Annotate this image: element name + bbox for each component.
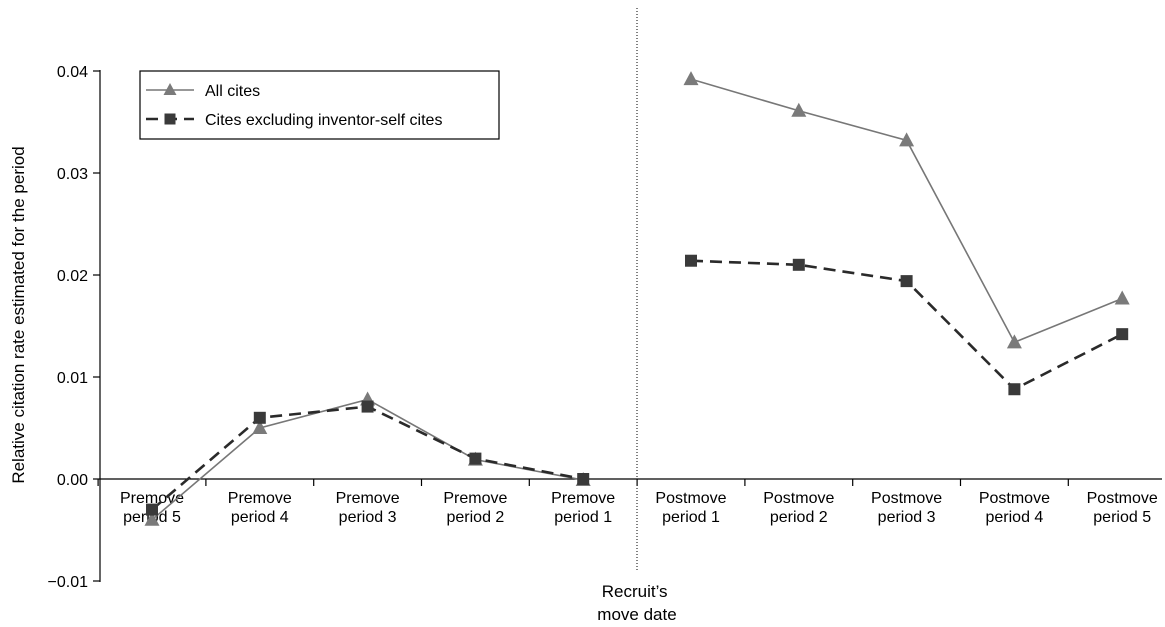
data-point — [792, 258, 805, 271]
x-tick-label-line: Postmove — [655, 490, 726, 507]
y-axis-label: Relative citation rate estimated for the… — [9, 146, 28, 483]
legend: All cites Cites excluding inventor-self … — [139, 70, 500, 140]
data-point — [253, 411, 266, 424]
x-tick-label-line: Premove — [551, 490, 615, 507]
data-point — [577, 473, 590, 485]
data-point — [1008, 383, 1021, 396]
y-tick-label: 0.01 — [57, 370, 88, 387]
data-point — [252, 420, 268, 434]
x-tick-label: Postmove period 1 — [655, 490, 726, 526]
data-point — [144, 511, 160, 526]
x-axis: Premove period 5 Premove period 4 Premove per… — [97, 478, 1162, 526]
data-point — [899, 132, 915, 147]
x-tick-label: Postmove period 5 — [1087, 490, 1158, 526]
data-point — [1006, 334, 1022, 349]
x-tick-label-line: Postmove — [871, 490, 942, 507]
x-tick-label: Postmove period 4 — [979, 490, 1050, 526]
series-layer — [144, 71, 1130, 526]
x-ticks: Premove period 5 Premove period 4 Premove per… — [97, 479, 1158, 526]
x-tick-label-line: period 4 — [231, 509, 289, 526]
legend-marker-excl-self-cites — [164, 113, 176, 125]
x-tick-label-line: period 4 — [985, 509, 1043, 526]
y-tick-label: 0.02 — [57, 268, 88, 285]
move-date-label: Recruit’s move date — [597, 582, 676, 624]
series-line — [690, 78, 1123, 344]
x-tick-label: Premove period 4 — [228, 490, 292, 526]
x-tick-label-line: Postmove — [979, 490, 1050, 507]
x-tick-label-line: Premove — [228, 490, 292, 507]
data-point — [469, 452, 482, 465]
x-tick-label: Premove period 2 — [443, 490, 507, 526]
x-tick-label-line: period 1 — [662, 509, 720, 526]
data-point — [683, 71, 699, 86]
y-tick-label: 0.00 — [57, 472, 88, 489]
data-point — [685, 254, 697, 267]
move-date-label-line2: move date — [597, 605, 676, 624]
legend-label-all-cites: All cites — [205, 83, 260, 100]
series-excl-self-cites — [146, 254, 1129, 516]
x-tick-label-line: period 3 — [339, 509, 397, 526]
x-tick-label-line: period 2 — [446, 509, 504, 526]
y-tick-label: 0.03 — [57, 166, 88, 183]
data-point — [900, 275, 913, 288]
x-tick-label-line: Premove — [336, 490, 400, 507]
y-tick-label: −0.01 — [48, 574, 89, 591]
legend-marker-all-cites — [163, 83, 177, 95]
x-tick-label-line: period 3 — [878, 509, 936, 526]
x-tick-label-line: period 1 — [554, 509, 612, 526]
data-point — [791, 102, 807, 117]
y-ticks: −0.01 0.00 0.01 0.02 0.03 0.04 — [48, 64, 100, 591]
data-point — [1116, 328, 1129, 341]
y-tick-label: 0.04 — [57, 64, 88, 81]
x-tick-label-line: Postmove — [1087, 490, 1158, 507]
x-tick-label: Postmove period 2 — [763, 490, 834, 526]
legend-box — [139, 70, 500, 140]
x-tick-label-line: Postmove — [763, 490, 834, 507]
data-point — [361, 400, 374, 413]
data-point — [1114, 290, 1130, 305]
move-date-label-line1: Recruit’s — [602, 582, 668, 601]
x-tick-label-line: Premove — [443, 490, 507, 507]
x-tick-label-line: period 5 — [1093, 509, 1151, 526]
x-tick-label-line: period 2 — [770, 509, 828, 526]
x-tick-label: Premove period 3 — [336, 490, 400, 526]
y-axis: −0.01 0.00 0.01 0.02 0.03 0.04 — [48, 64, 101, 591]
x-tick-label: Postmove period 3 — [871, 490, 942, 526]
data-point — [146, 503, 158, 516]
legend-label-excl-self-cites: Cites excluding inventor-self cites — [205, 112, 442, 129]
x-tick-label: Premove period 1 — [551, 490, 615, 526]
